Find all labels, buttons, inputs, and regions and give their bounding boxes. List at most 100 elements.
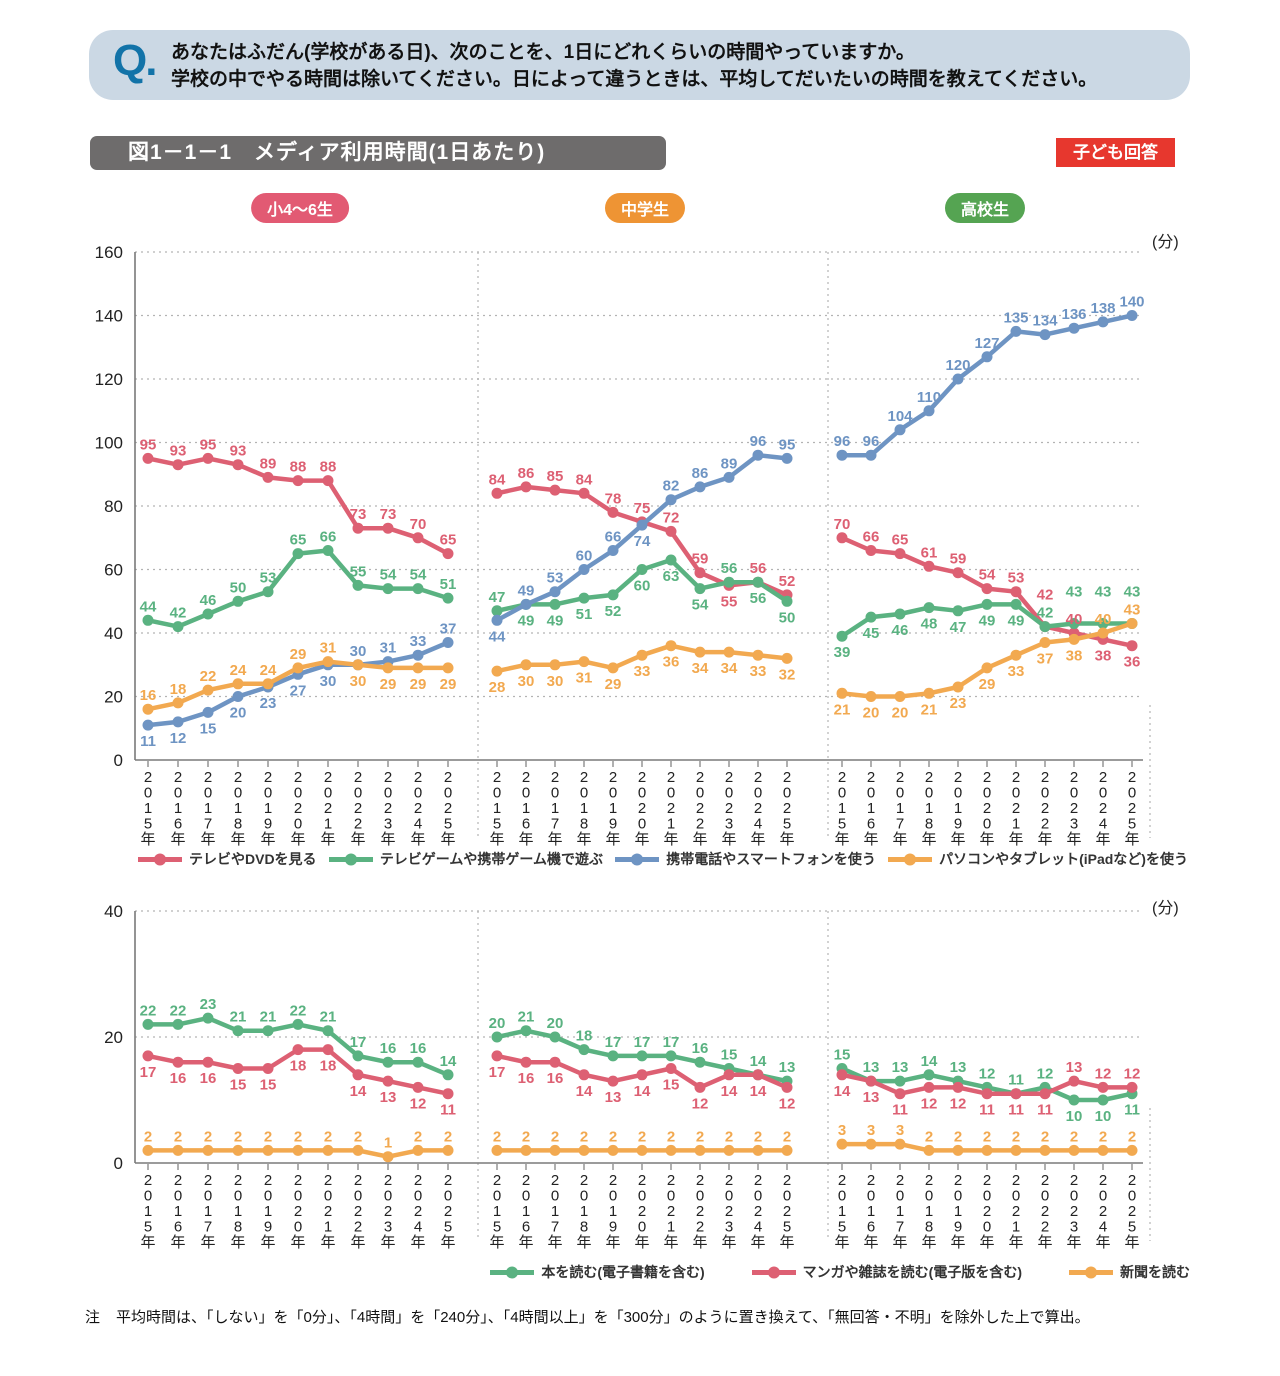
value-label: 15 [200,720,217,737]
data-point [1068,618,1080,629]
data-point [607,1144,619,1156]
data-point [142,719,154,731]
value-label: 75 [634,500,651,517]
value-label: 2 [667,1128,675,1145]
data-point [1097,1094,1109,1106]
value-label: 42 [1037,605,1054,622]
value-label: 18 [170,681,187,698]
value-label: 13 [1066,1059,1083,1076]
data-point [723,471,735,483]
data-point [520,1056,532,1068]
legend-marker-icon [490,1266,535,1278]
data-point [442,1144,454,1156]
value-label: 120 [945,357,970,374]
data-point [172,697,184,709]
figure-title: 図1－1－1 メディア利用時間(1日あたり) [90,136,666,170]
value-label: 14 [634,1083,651,1100]
value-label: 43 [1124,584,1141,601]
data-point [382,662,394,674]
value-label: 45 [863,625,880,642]
value-label: 21 [518,1009,535,1026]
data-point [202,684,214,696]
data-point [981,351,993,363]
legend-label: テレビゲームや携帯ゲーム機で遊ぶ [379,851,603,867]
value-label: 13 [605,1089,622,1106]
value-label: 2 [174,1128,182,1145]
data-point [578,1069,590,1081]
data-point [1126,1144,1138,1156]
value-label: 63 [663,568,680,585]
data-point [382,1151,394,1163]
data-point [352,1069,364,1081]
data-point [665,1063,677,1074]
value-label: 49 [518,612,535,629]
data-point [923,560,935,572]
data-point [781,1144,793,1156]
data-point [981,583,993,595]
value-label: 73 [350,506,367,523]
data-point [1010,586,1022,598]
data-point [262,586,274,598]
y-axis-label: 0 [114,1154,123,1173]
value-label: 21 [320,1009,337,1026]
value-label: 2 [1099,1128,1107,1145]
value-label: 29 [440,676,457,693]
data-point [322,656,334,668]
data-point [142,703,154,715]
data-point [694,1056,706,1068]
value-label: 39 [834,644,851,661]
value-label: 2 [725,1128,733,1145]
value-label: 12 [410,1095,427,1112]
y-axis-label: 140 [95,307,123,326]
data-point [952,567,964,579]
group-pill-junior-high: 中学生 [604,193,686,223]
value-label: 56 [750,590,767,607]
value-label: 3 [838,1122,846,1139]
value-label: 16 [170,1070,187,1087]
data-point [322,1044,334,1056]
data-point [442,662,454,674]
value-label: 12 [692,1095,709,1112]
data-point [172,1018,184,1030]
value-label: 11 [1008,1102,1024,1119]
value-label: 30 [547,673,564,690]
value-label: 33 [750,663,767,680]
value-label: 2 [954,1128,962,1145]
value-label: 29 [605,676,622,693]
data-point [752,449,764,461]
value-label: 13 [863,1089,880,1106]
data-point [442,592,454,604]
value-label: 11 [892,1102,908,1119]
value-label: 3 [867,1122,875,1139]
value-label: 28 [489,679,506,696]
value-label: 20 [892,705,909,722]
data-point [352,1050,364,1062]
value-label: 16 [380,1040,397,1057]
data-point [607,545,619,556]
data-point [923,1081,935,1093]
y-axis-label: 100 [95,434,123,453]
data-point [865,1138,877,1150]
value-label: 66 [320,529,337,546]
data-point [142,1018,154,1030]
value-label: 2 [1012,1128,1020,1145]
data-point [1068,322,1080,334]
value-label: 13 [950,1059,967,1076]
data-point [1039,329,1051,341]
legend-bottom: 本を読む(電子書籍を含む) マンガや雑誌を読む(電子版を含む) 新聞を読む [135,1262,1190,1282]
legend-top: テレビやDVDを見る テレビゲームや携帯ゲーム機で遊ぶ 携帯電話やスマートフォンを使… [137,849,1188,869]
value-label: 60 [576,548,593,565]
value-label: 59 [692,551,709,568]
data-point [549,1144,561,1156]
value-label: 17 [663,1034,680,1051]
